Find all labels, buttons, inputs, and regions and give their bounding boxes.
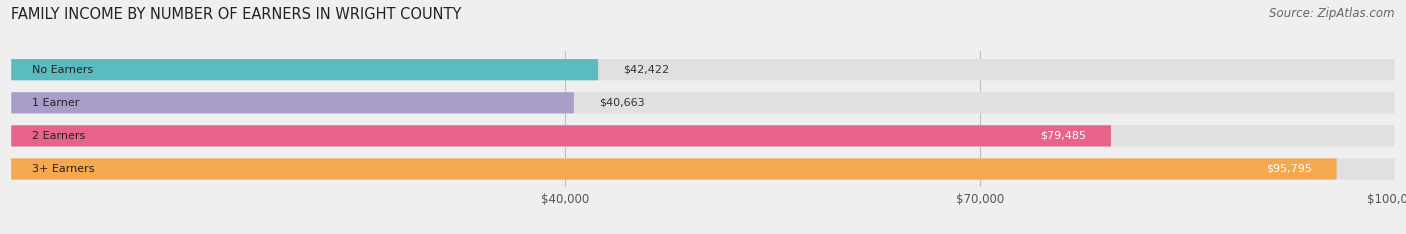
Text: No Earners: No Earners xyxy=(32,65,93,75)
Text: $79,485: $79,485 xyxy=(1040,131,1085,141)
Text: $42,422: $42,422 xyxy=(623,65,669,75)
Text: $95,795: $95,795 xyxy=(1265,164,1312,174)
FancyBboxPatch shape xyxy=(11,59,598,80)
Text: 3+ Earners: 3+ Earners xyxy=(32,164,94,174)
Text: Source: ZipAtlas.com: Source: ZipAtlas.com xyxy=(1270,7,1395,20)
FancyBboxPatch shape xyxy=(11,125,1111,146)
Text: 2 Earners: 2 Earners xyxy=(32,131,86,141)
FancyBboxPatch shape xyxy=(11,59,1395,80)
FancyBboxPatch shape xyxy=(11,92,1395,113)
Text: $40,663: $40,663 xyxy=(599,98,644,108)
Text: 1 Earner: 1 Earner xyxy=(32,98,79,108)
FancyBboxPatch shape xyxy=(11,158,1395,179)
FancyBboxPatch shape xyxy=(11,92,574,113)
FancyBboxPatch shape xyxy=(11,125,1395,146)
Text: FAMILY INCOME BY NUMBER OF EARNERS IN WRIGHT COUNTY: FAMILY INCOME BY NUMBER OF EARNERS IN WR… xyxy=(11,7,461,22)
FancyBboxPatch shape xyxy=(11,158,1337,179)
